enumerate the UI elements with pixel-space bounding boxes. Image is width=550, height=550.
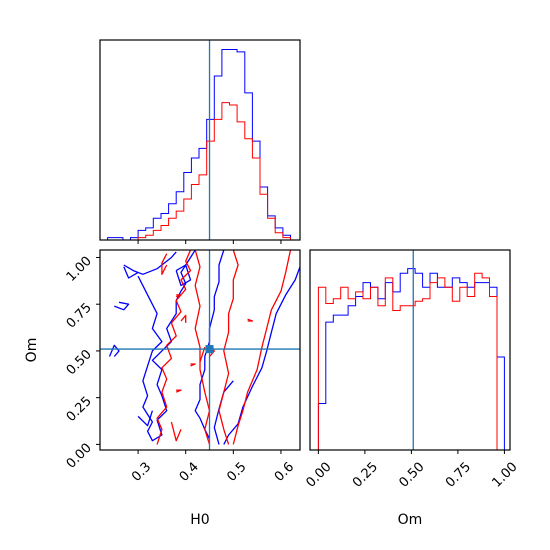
truth-marker <box>205 345 214 354</box>
om-hist-blue <box>317 268 505 450</box>
contour-red <box>156 250 192 445</box>
contour-ytick-label: 0.00 <box>64 441 95 472</box>
contour-red <box>232 250 292 445</box>
contour-blue <box>137 410 154 427</box>
contour-blue <box>223 266 300 445</box>
contour-ytick-label: 0.75 <box>64 300 95 331</box>
contour-red <box>175 294 182 298</box>
om-hist-xtick-label: 0.25 <box>350 460 381 491</box>
h0-om-contour-panel: 0.3 0.4 0.5 0.6 0.00 0.25 0.50 0.75 1.00 <box>64 249 301 485</box>
contour-xtick-label: 0.5 <box>224 460 249 485</box>
contour-red <box>161 253 168 275</box>
contour-blue <box>108 344 120 357</box>
h0-histogram-panel <box>99 39 301 244</box>
om-axis-label: Om <box>398 512 423 528</box>
contour-xtick-label: 0.6 <box>272 460 297 485</box>
contour-red <box>175 389 182 393</box>
contour-red <box>170 421 182 442</box>
om-hist-xtick-label: 0.00 <box>303 460 334 491</box>
contour-blue <box>114 301 130 311</box>
om-hist-xtick-label: 0.75 <box>443 460 474 491</box>
contour-blue <box>123 266 139 279</box>
contour-xtick-label: 0.3 <box>129 460 154 485</box>
contour-lines <box>108 250 300 445</box>
contour-xtick-label: 0.4 <box>177 460 202 485</box>
om-hist-red <box>317 272 505 451</box>
h0-hist-red <box>100 102 291 241</box>
contour-red <box>194 250 211 445</box>
contour-frame <box>99 249 301 451</box>
contour-ytick-label: 0.50 <box>64 347 95 378</box>
h0-hist-frame <box>99 39 301 241</box>
om-hist-frame <box>309 249 511 451</box>
om-histogram-panel: 0.00 0.25 0.50 0.75 1.00 <box>303 249 521 491</box>
contour-ytick-label: 1.00 <box>64 254 95 285</box>
om-hist-xtick-label: 0.50 <box>396 460 427 491</box>
h0-hist-blue <box>100 49 291 241</box>
contour-red <box>218 250 239 445</box>
h0-axis-label: H0 <box>190 512 209 528</box>
contour-red <box>180 314 187 323</box>
contour-ytick-label: 0.25 <box>64 394 95 425</box>
om-hist-xtick-label: 1.00 <box>490 460 521 491</box>
contour-red <box>247 318 254 322</box>
contour-red <box>190 363 196 367</box>
contour-blue <box>123 251 177 275</box>
contour-blue <box>175 264 192 287</box>
om-y-axis-label: Om <box>24 338 40 363</box>
contour-blue <box>194 250 225 440</box>
